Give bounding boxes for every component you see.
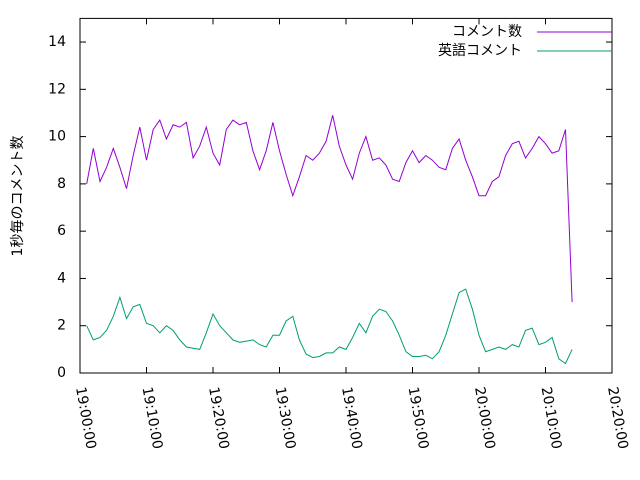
x-tick-label: 19:00:00 xyxy=(72,386,99,451)
y-tick-label: 2 xyxy=(57,318,66,334)
y-tick-label: 14 xyxy=(48,34,66,50)
x-tick-label: 19:50:00 xyxy=(405,386,432,451)
x-tick-label: 20:10:00 xyxy=(538,386,565,451)
y-axis-label: 1秒毎のコメント数 xyxy=(10,136,26,257)
series-line xyxy=(86,115,573,303)
y-tick-label: 12 xyxy=(48,81,66,97)
y-tick-label: 8 xyxy=(57,176,66,192)
plot-frame xyxy=(79,17,613,374)
y-tick-label: 6 xyxy=(57,223,66,239)
legend-label: 英語コメント xyxy=(438,42,522,59)
x-tick-label: 19:30:00 xyxy=(272,386,299,451)
y-tick-label: 0 xyxy=(57,365,66,381)
series-line xyxy=(86,288,573,365)
x-tick-label: 19:10:00 xyxy=(139,386,166,451)
x-tick-label: 19:20:00 xyxy=(205,386,232,451)
legend-label: コメント数 xyxy=(452,24,522,40)
x-tick-label: 20:20:00 xyxy=(604,386,631,451)
y-tick-label: 4 xyxy=(57,270,66,286)
x-tick-label: 19:40:00 xyxy=(338,386,365,451)
x-tick-label: 20:00:00 xyxy=(471,386,498,451)
y-tick-label: 10 xyxy=(48,129,66,145)
